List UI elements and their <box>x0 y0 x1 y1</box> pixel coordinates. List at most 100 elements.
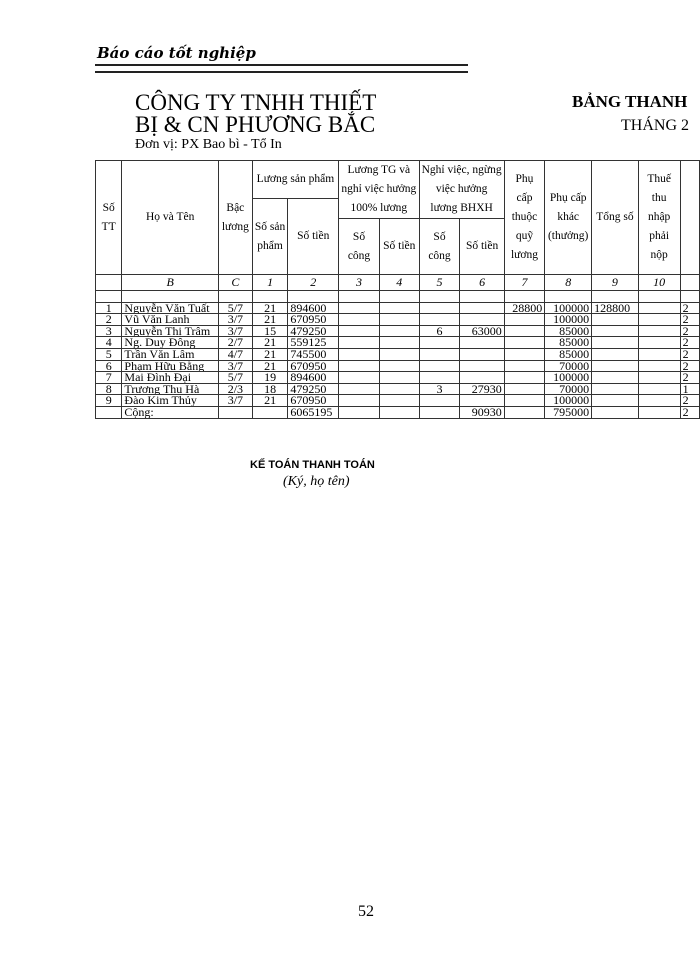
table-cell: 85000 <box>544 336 593 349</box>
table-cell: 2 <box>679 371 700 384</box>
table-cell <box>503 324 546 338</box>
header-lsp: Lương sản phẩm <box>251 160 340 199</box>
table-cell: 1 <box>679 382 700 396</box>
table-cell: 894600 <box>287 371 340 384</box>
table-cell: 3/7 <box>217 313 253 326</box>
table-cell <box>637 405 681 419</box>
table-cell <box>338 347 380 361</box>
table-cell <box>418 313 461 326</box>
table-row: 4 Ng. Duy Đông 2/7 21 559125 85000 2 <box>94 336 700 349</box>
table-cell: 2 <box>679 313 700 326</box>
table-cell <box>637 336 681 349</box>
table-cell <box>591 382 639 396</box>
header-ltg-tien: Số tiền <box>378 218 420 275</box>
index-cell: 2 <box>287 274 340 291</box>
table-cell <box>591 359 639 373</box>
table-cell: Trần Văn Lâm <box>121 347 219 361</box>
header-name: Họ và Tên <box>121 160 219 275</box>
table-cell: 2 <box>679 336 700 349</box>
table-cell <box>378 394 420 407</box>
table-cell <box>591 324 639 338</box>
table-cell: 19 <box>251 371 289 384</box>
index-cell: 1 <box>251 274 289 291</box>
table-cell <box>459 371 505 384</box>
header-nv-tien: Số tiền <box>459 218 505 275</box>
table-cell <box>503 382 546 396</box>
table-cell <box>503 371 546 384</box>
index-row: B C 1 2 3 4 5 6 7 8 9 10 <box>94 274 700 291</box>
table-cell <box>378 324 420 338</box>
table-cell: 5 <box>94 347 123 361</box>
empty-cell <box>287 290 340 303</box>
table-cell <box>378 313 420 326</box>
table-cell <box>378 359 420 373</box>
table-cell: 670950 <box>287 313 340 326</box>
table-cell <box>503 405 546 419</box>
index-cell: 9 <box>591 274 639 291</box>
empty-cell <box>591 290 639 303</box>
total-row: Cộng: 6065195 90930 795000 2 <box>94 405 700 419</box>
empty-cell <box>94 290 123 303</box>
table-cell: Trương Thu Hà <box>121 382 219 396</box>
table-cell <box>378 371 420 384</box>
table-cell: 85000 <box>544 347 593 361</box>
table-cell: Vũ Văn Lanh <box>121 313 219 326</box>
index-cell: 7 <box>503 274 546 291</box>
index-cell: C <box>217 274 253 291</box>
table-cell <box>459 359 505 373</box>
header-lsp-sp: Số sản phẩm <box>251 198 289 275</box>
table-cell: 28800 <box>503 301 546 315</box>
table-cell: 6 <box>94 359 123 373</box>
table-cell <box>378 336 420 349</box>
table-cell <box>338 382 380 396</box>
table-cell <box>459 347 505 361</box>
table-cell: 3 <box>418 382 461 396</box>
table-cell: 63000 <box>459 324 505 338</box>
header-cut <box>679 160 700 275</box>
header-lsp-tien: Số tiền <box>287 198 340 275</box>
table-cell <box>251 405 289 419</box>
table-cell: 100000 <box>544 371 593 384</box>
table-cell: 5/7 <box>217 371 253 384</box>
index-cell <box>679 274 700 291</box>
table-cell <box>637 347 681 361</box>
empty-cell <box>544 290 593 303</box>
table-cell <box>637 371 681 384</box>
header-rule <box>95 64 468 73</box>
table-cell: 70000 <box>544 359 593 373</box>
table-cell <box>591 336 639 349</box>
empty-cell <box>217 290 253 303</box>
table-row: 5 Trần Văn Lâm 4/7 21 745500 85000 2 <box>94 347 700 361</box>
empty-cell <box>338 290 380 303</box>
table-cell <box>418 301 461 315</box>
table-cell <box>591 347 639 361</box>
unit-label: Đơn vị: PX Bao bì - Tổ In <box>135 137 282 152</box>
index-cell: 8 <box>544 274 593 291</box>
company-name-line2: BỊ & CN PHƯƠNG BẮC <box>135 112 376 137</box>
header-nv: Nghỉ việc, ngừng việc hưởng lương BHXH <box>418 160 505 219</box>
index-cell: 3 <box>338 274 380 291</box>
table-cell: 100000 <box>544 313 593 326</box>
table-cell <box>637 359 681 373</box>
table-cell: 4 <box>94 336 123 349</box>
table-cell: 2/7 <box>217 336 253 349</box>
empty-cell <box>637 290 681 303</box>
table-cell: 5/7 <box>217 301 253 315</box>
table-cell: 795000 <box>544 405 593 419</box>
table-cell: 18 <box>251 382 289 396</box>
table-cell: Đào Kim Thủy <box>121 394 219 407</box>
table-cell <box>338 324 380 338</box>
signature-title: KẾ TOÁN THANH TOÁN <box>250 459 375 471</box>
table-cell <box>418 371 461 384</box>
table-cell <box>637 313 681 326</box>
signature-note: (Ký, họ tên) <box>283 474 350 489</box>
index-cell <box>94 274 123 291</box>
table-cell: 6065195 <box>287 405 340 419</box>
table-cell: Nguyễn Thị Trâm <box>121 324 219 338</box>
table-cell <box>591 371 639 384</box>
table-cell: 2 <box>679 324 700 338</box>
table-cell: 2 <box>679 405 700 419</box>
table-cell: 128800 <box>591 301 639 315</box>
table-cell: Phạm Hữu Bằng <box>121 359 219 373</box>
index-cell: 4 <box>378 274 420 291</box>
